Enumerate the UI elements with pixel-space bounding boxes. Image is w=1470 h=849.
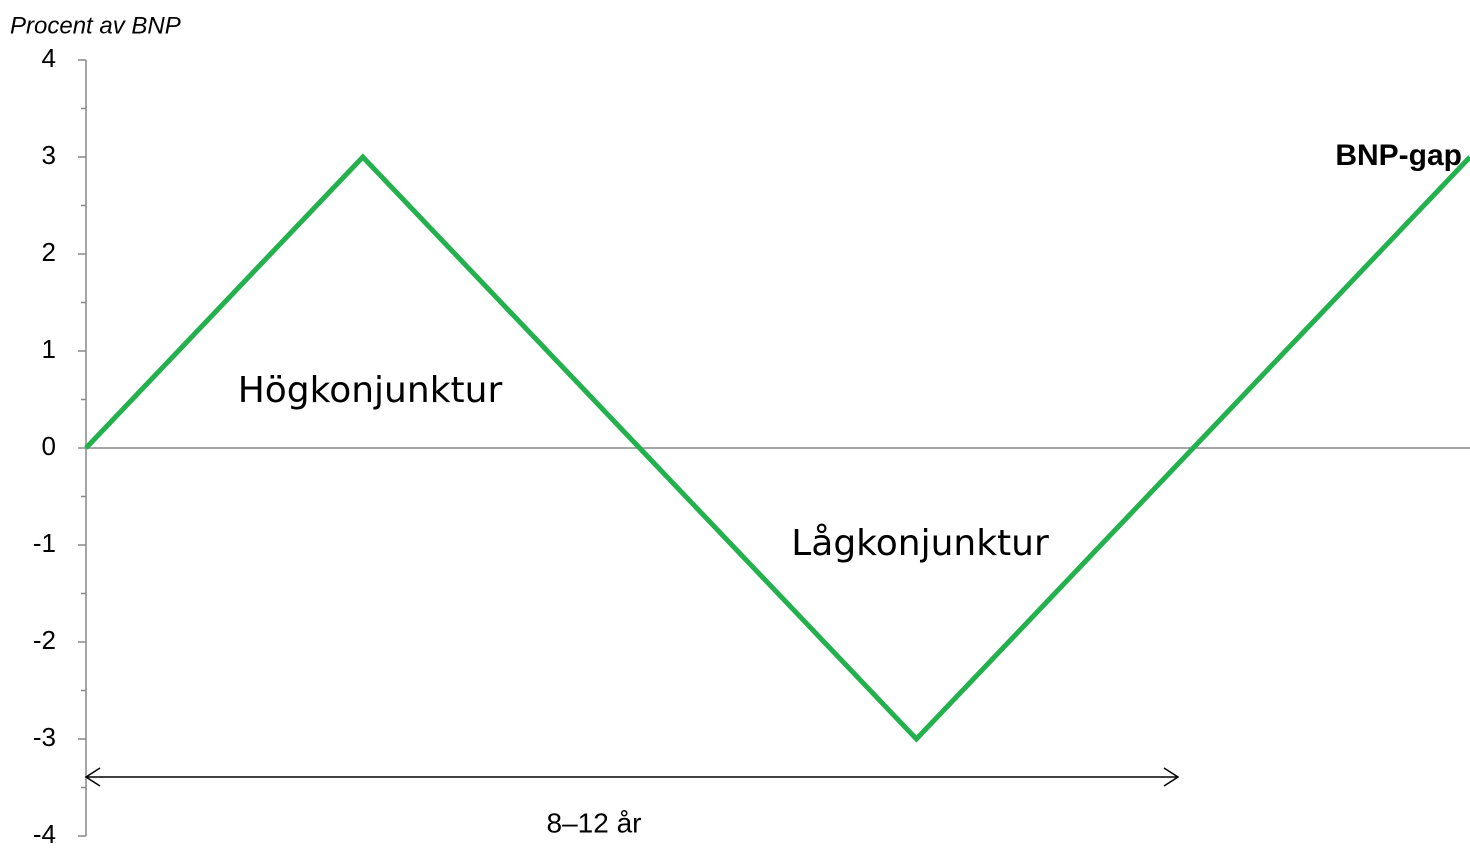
y-tick-label: -4	[33, 819, 56, 849]
annotation: Lågkonjunktur	[791, 523, 1049, 564]
line	[84, 153, 1470, 743]
annotation: 8–12 år	[547, 807, 642, 838]
y-tick-label: -3	[33, 722, 56, 752]
period-arrow	[84, 767, 1180, 787]
y-tick-label: 3	[42, 140, 56, 170]
y-tick-label: 0	[42, 431, 56, 461]
series-label: BNP-gap	[1335, 139, 1462, 172]
y-tick-label: 2	[42, 237, 56, 267]
y-axis-label: Procent av BNP	[10, 12, 181, 39]
y-tick-label: -1	[33, 528, 56, 558]
y-tick-label: 1	[42, 334, 56, 364]
y-tick-label: -2	[33, 625, 56, 655]
y-tick-label: 4	[42, 43, 56, 73]
annotation: Högkonjunktur	[238, 370, 503, 411]
